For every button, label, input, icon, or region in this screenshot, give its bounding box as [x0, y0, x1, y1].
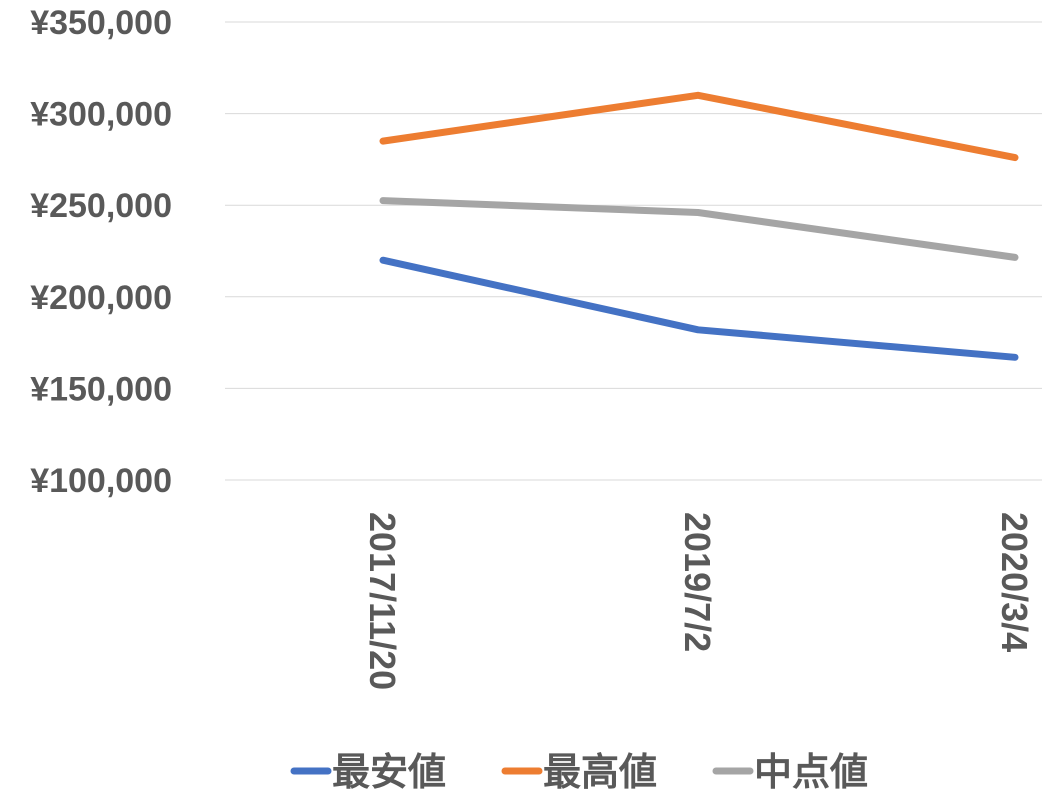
gridlines — [225, 21, 1042, 481]
legend-label: 中点値 — [754, 750, 868, 794]
y-tick-label: ¥250,000 — [30, 187, 172, 225]
legend-label: 最高値 — [543, 750, 657, 794]
x-tick-label: 2017/11/20 — [362, 512, 403, 690]
y-tick-label: ¥350,000 — [30, 4, 172, 42]
series-lines — [379, 91, 1019, 361]
y-tick-label: ¥300,000 — [30, 96, 172, 134]
x-tick-label: 2020/3/4 — [994, 512, 1035, 652]
x-tick-label: 2019/7/2 — [677, 512, 718, 652]
series-line-1 — [379, 256, 1019, 361]
y-axis-tick-labels: ¥350,000 ¥300,000 ¥250,000 ¥200,000 ¥150,000… — [30, 4, 172, 500]
series-line-3 — [379, 197, 1019, 261]
legend: 最安値 最高値 中点値 — [290, 750, 868, 794]
y-tick-label: ¥200,000 — [30, 279, 172, 317]
legend-label: 最安値 — [332, 750, 446, 794]
y-tick-label: ¥150,000 — [30, 370, 172, 408]
series-line-2 — [379, 91, 1019, 162]
y-tick-label: ¥100,000 — [30, 462, 172, 500]
x-axis-tick-labels: 2017/11/20 2019/7/2 2020/3/4 — [362, 512, 1035, 690]
